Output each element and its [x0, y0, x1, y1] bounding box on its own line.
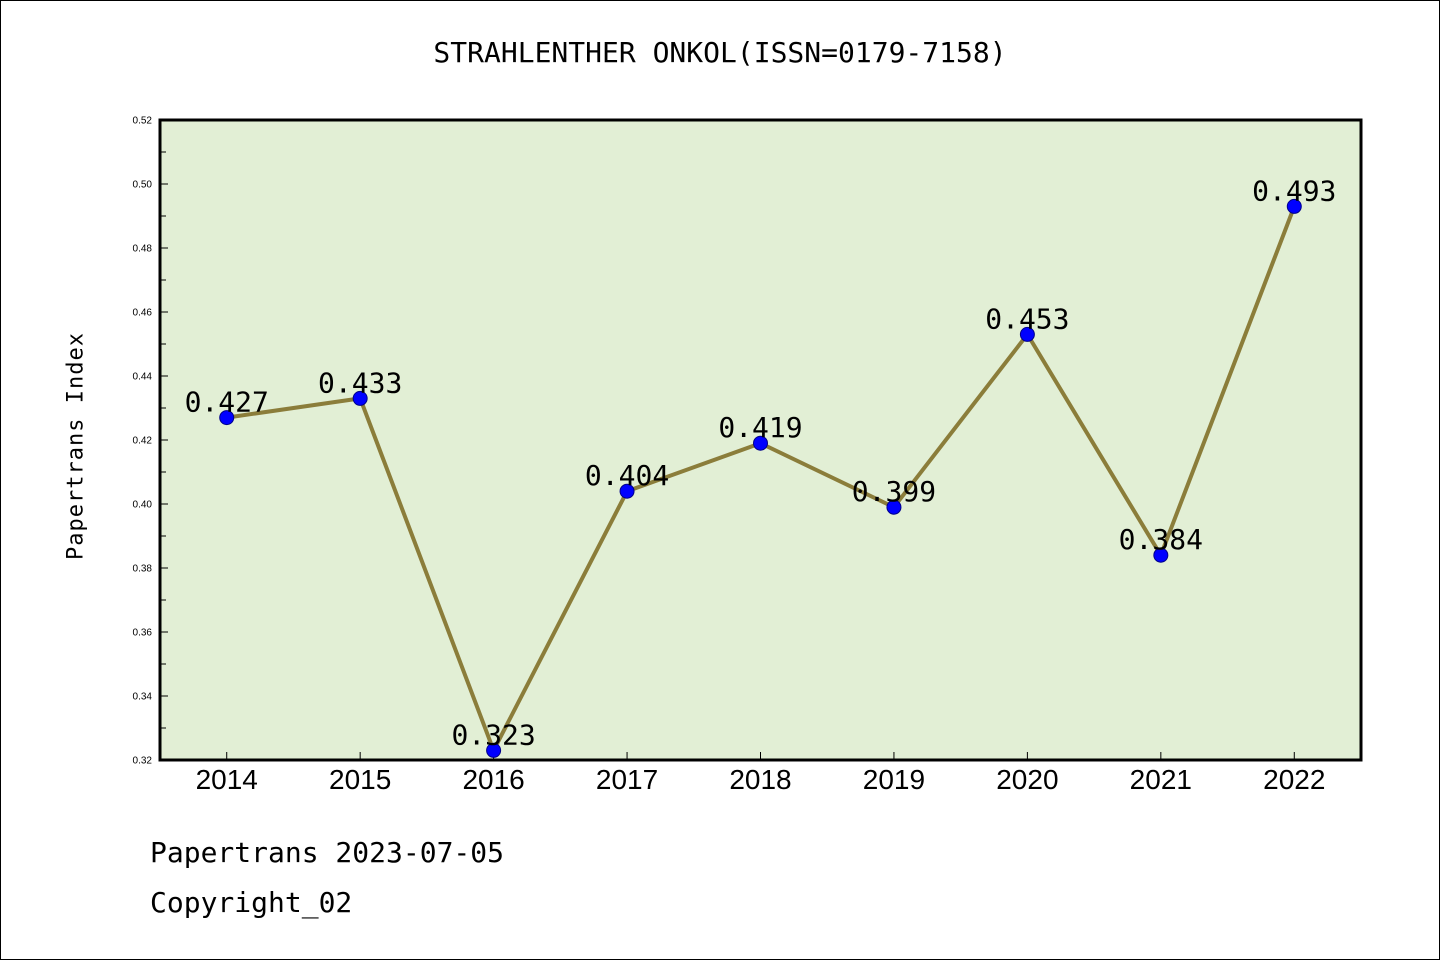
data-label: 0.384	[1119, 523, 1203, 556]
data-point	[486, 742, 502, 758]
data-point	[753, 435, 768, 451]
y-tick-label: 0.46	[133, 308, 153, 319]
plot-border	[158, 118, 1363, 762]
data-point	[886, 499, 902, 515]
y-tick-label: 0.40	[133, 500, 153, 511]
data-point	[219, 410, 235, 426]
data-label: 0.433	[318, 366, 402, 399]
data-label: 0.404	[585, 459, 669, 492]
y-tick-label: 0.32	[133, 756, 153, 767]
data-point	[619, 483, 635, 499]
y-tick-label: 0.38	[133, 564, 153, 575]
chart-title: STRAHLENTHER ONKOL(ISSN=0179-7158)	[433, 36, 1007, 69]
x-tick-label: 2016	[462, 764, 524, 795]
data-labels: 0.427 0.433 0.323 0.404 0.419 0.399 0.453 0.384…	[185, 174, 1337, 751]
x-tick-label: 2015	[329, 764, 391, 795]
x-tick-label: 2017	[596, 764, 658, 795]
data-point	[352, 390, 368, 406]
y-tick-label: 0.52	[133, 116, 153, 127]
y-tick-label: 0.48	[133, 244, 153, 255]
x-axis: 2014 2015 2016 2017 2018 2019 2020 2021 2022	[196, 752, 1325, 795]
data-label: 0.427	[185, 386, 269, 419]
y-tick-label: 0.44	[133, 372, 153, 383]
data-label: 0.399	[852, 475, 936, 508]
x-tick-label: 2021	[1130, 764, 1192, 795]
data-label: 0.419	[718, 411, 802, 444]
x-tick-label: 2014	[196, 764, 258, 795]
y-tick-label: 0.50	[133, 180, 153, 191]
data-point	[1286, 198, 1302, 214]
series-markers	[219, 198, 1302, 758]
data-point	[1019, 326, 1035, 342]
data-point	[1153, 547, 1169, 563]
y-tick-label: 0.36	[133, 628, 153, 639]
x-tick-label: 2020	[996, 764, 1058, 795]
x-tick-label: 2018	[729, 764, 791, 795]
x-tick-label: 2022	[1263, 764, 1325, 795]
data-label: 0.453	[985, 302, 1069, 335]
footer-copyright: Copyright_02	[150, 886, 353, 919]
y-axis: 0.32 0.34 0.36 0.38 0.40 0.42 0.44 0.46 0.48 0.50…	[133, 116, 168, 767]
data-label: 0.323	[451, 718, 535, 751]
y-tick-label: 0.34	[133, 692, 153, 703]
x-tick-label: 2019	[863, 764, 925, 795]
data-label: 0.493	[1252, 174, 1336, 207]
footer-date: Papertrans 2023-07-05	[150, 836, 505, 869]
y-tick-label: 0.42	[133, 436, 153, 447]
